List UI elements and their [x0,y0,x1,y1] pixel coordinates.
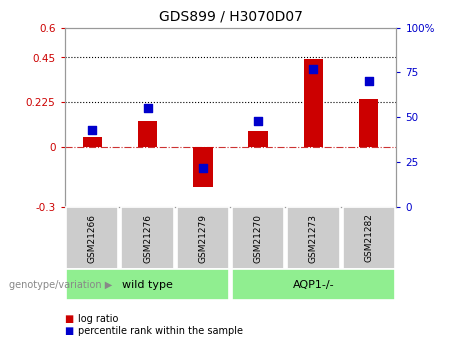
Text: genotype/variation ▶: genotype/variation ▶ [9,280,112,289]
Text: GSM21279: GSM21279 [198,214,207,263]
Point [89,127,96,132]
Text: wild type: wild type [122,280,173,289]
Text: percentile rank within the sample: percentile rank within the sample [78,326,243,336]
Text: log ratio: log ratio [78,314,119,324]
Point [199,165,207,170]
Text: GSM21282: GSM21282 [364,214,373,263]
Bar [138,121,157,147]
Text: GSM21273: GSM21273 [309,214,318,263]
Text: GSM21270: GSM21270 [254,214,263,263]
Bar [248,131,268,147]
Text: AQP1-/-: AQP1-/- [293,280,334,289]
Text: GSM21276: GSM21276 [143,214,152,263]
Point [310,66,317,72]
Bar [304,59,323,147]
Title: GDS899 / H3070D07: GDS899 / H3070D07 [159,10,302,24]
Text: ■: ■ [65,326,74,336]
Text: GSM21266: GSM21266 [88,214,97,263]
Point [365,79,372,84]
Point [144,106,151,111]
Text: ■: ■ [65,314,74,324]
Point [254,118,262,124]
Bar [193,147,213,187]
Bar [359,99,378,147]
Bar [83,137,102,147]
